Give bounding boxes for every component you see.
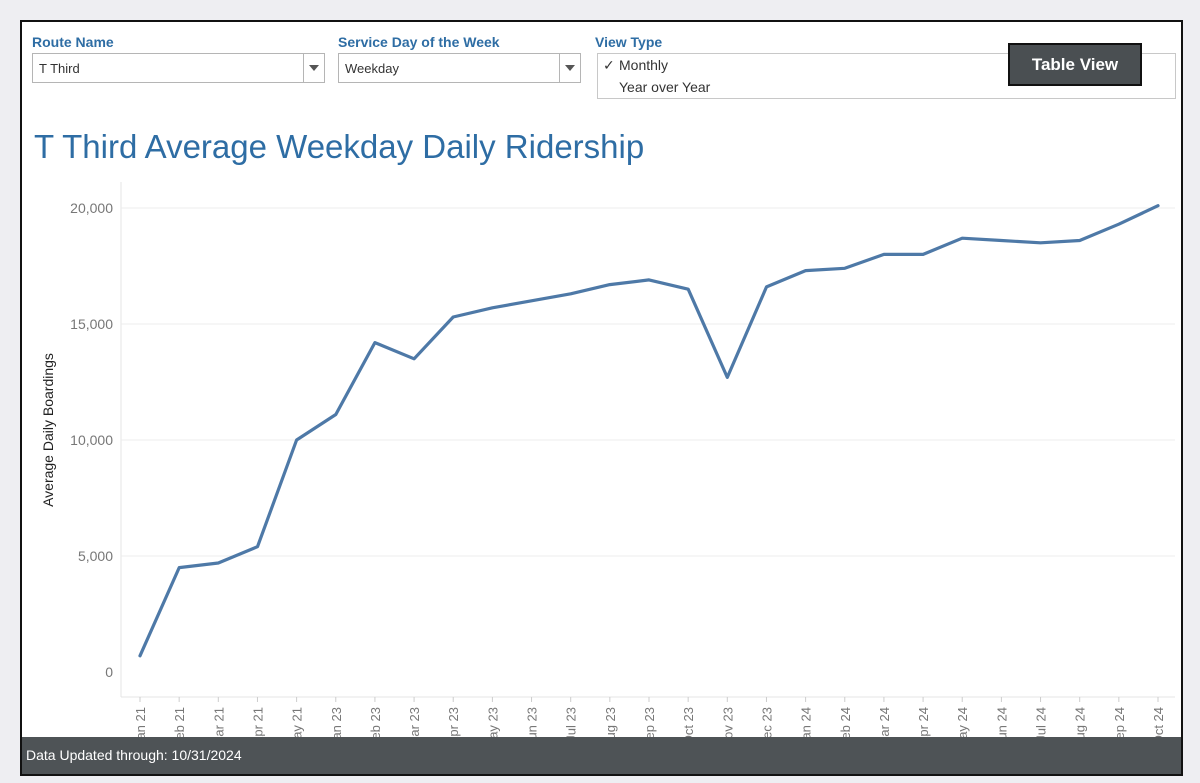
x-tick-label: Apr 23	[446, 707, 461, 737]
x-tick-label: May 24	[955, 707, 970, 737]
data-point[interactable]	[449, 313, 457, 321]
y-tick-label: 20,000	[70, 200, 113, 216]
view-type-option-year-over-year[interactable]: Year over Year	[619, 79, 711, 95]
line-chart: 0 5,000 10,000 15,000 20,000 Jan 21 Feb 21 Mar…	[40, 182, 1175, 737]
data-point[interactable]	[762, 283, 770, 291]
x-tick-label: Jan 23	[329, 707, 344, 737]
x-tick-label: Jun 23	[525, 707, 540, 737]
x-tick-label: Apr 21	[250, 707, 265, 737]
x-tick-label: Apr 24	[916, 707, 931, 737]
x-tick-label: Jul 23	[564, 707, 579, 737]
data-point[interactable]	[1076, 236, 1084, 244]
x-tick-label: May 23	[485, 707, 500, 737]
table-view-button[interactable]: Table View	[1008, 43, 1142, 86]
x-tick-label: Mar 23	[407, 707, 422, 737]
view-type-option-monthly[interactable]: Monthly	[619, 57, 669, 73]
service-day-value: Weekday	[345, 61, 399, 76]
data-point[interactable]	[175, 564, 183, 572]
y-axis-label: Average Daily Boardings	[40, 353, 56, 507]
x-tick-label: Jul 24	[1034, 707, 1049, 737]
data-point[interactable]	[841, 264, 849, 272]
x-tick-label: Feb 23	[368, 707, 383, 737]
data-point[interactable]	[723, 373, 731, 381]
x-tick-label: Aug 23	[603, 707, 618, 737]
x-tick-label: Mar 24	[877, 707, 892, 737]
y-tick-label: 10,000	[70, 432, 113, 448]
x-tick-label: Jan 21	[133, 707, 148, 737]
data-point[interactable]	[253, 543, 261, 551]
y-tick-label: 0	[105, 664, 113, 680]
data-point[interactable]	[606, 281, 614, 289]
data-point[interactable]	[997, 236, 1005, 244]
data-point[interactable]	[1115, 220, 1123, 228]
data-point[interactable]	[488, 304, 496, 312]
data-point[interactable]	[958, 234, 966, 242]
data-point[interactable]	[371, 339, 379, 347]
x-tick-label: May 21	[290, 707, 305, 737]
data-point[interactable]	[567, 290, 575, 298]
footer-bar: Data Updated through: 10/31/2024	[22, 737, 1181, 774]
x-tick-label: Dec 23	[759, 707, 774, 737]
y-tick-label: 5,000	[78, 548, 113, 564]
data-point[interactable]	[1154, 202, 1162, 210]
checkmark-icon: ✓	[603, 57, 615, 73]
data-point[interactable]	[136, 652, 144, 660]
data-point[interactable]	[919, 250, 927, 258]
data-point[interactable]	[528, 297, 536, 305]
data-point[interactable]	[332, 410, 340, 418]
series-line[interactable]	[138, 204, 1160, 658]
data-updated-text: Data Updated through: 10/31/2024	[26, 747, 242, 763]
x-tick-label: Sep 24	[1112, 707, 1127, 737]
x-tick-label: Oct 23	[681, 707, 696, 737]
x-tick-label: Jan 24	[799, 707, 814, 737]
data-point[interactable]	[684, 285, 692, 293]
view-type-label: View Type	[595, 34, 663, 50]
chevron-down-icon[interactable]	[303, 54, 324, 82]
data-point[interactable]	[293, 436, 301, 444]
service-day-select[interactable]: Weekday	[338, 53, 581, 83]
route-name-select[interactable]: T Third	[32, 53, 325, 83]
x-tick-label: Sep 23	[642, 707, 657, 737]
chart-title: T Third Average Weekday Daily Ridership	[34, 128, 645, 165]
data-point[interactable]	[645, 276, 653, 284]
data-point[interactable]	[802, 267, 810, 275]
data-point[interactable]	[1037, 239, 1045, 247]
x-tick-label: Nov 23	[720, 707, 735, 737]
data-point[interactable]	[214, 559, 222, 567]
dashboard-frame: Route Name T Third Service Day of the We…	[20, 20, 1183, 776]
x-tick-label: Oct 24	[1151, 707, 1166, 737]
y-tick-label: 15,000	[70, 316, 113, 332]
data-point[interactable]	[880, 250, 888, 258]
route-name-label: Route Name	[32, 34, 114, 50]
x-tick-label: Feb 21	[172, 707, 187, 737]
data-point[interactable]	[410, 355, 418, 363]
route-name-value: T Third	[39, 61, 80, 76]
service-day-label: Service Day of the Week	[338, 34, 500, 50]
x-tick-label: Mar 21	[211, 707, 226, 737]
x-tick-label: Jun 24	[994, 707, 1009, 737]
view-type-list: ✓ Monthly Year over Year Table View	[597, 43, 1176, 99]
x-tick-label: Feb 24	[838, 707, 853, 737]
chevron-down-icon[interactable]	[559, 54, 580, 82]
x-tick-label: Aug 24	[1073, 707, 1088, 737]
